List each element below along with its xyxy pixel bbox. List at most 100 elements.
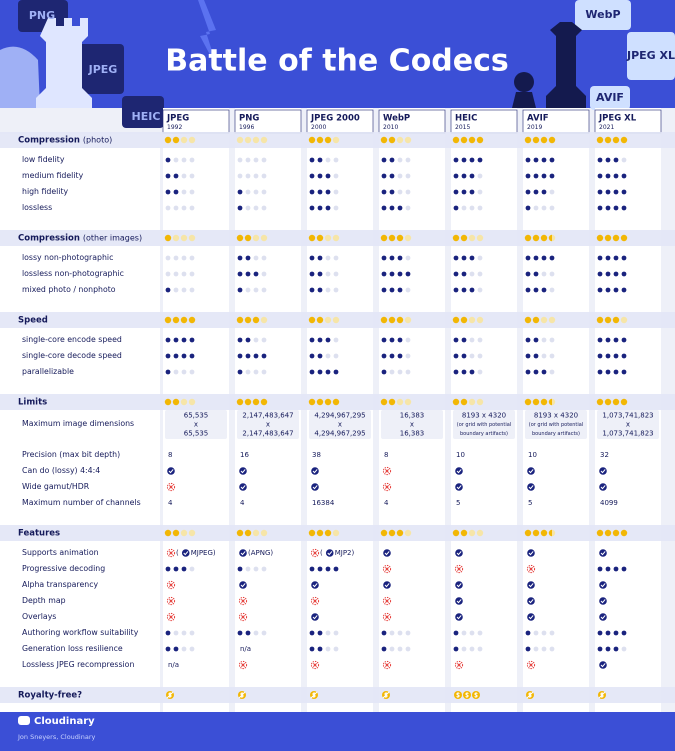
row-label: low fidelity xyxy=(22,155,65,164)
dot xyxy=(469,630,475,636)
dot xyxy=(469,369,475,375)
dot xyxy=(525,271,531,277)
dot xyxy=(388,234,396,242)
dot xyxy=(477,205,483,211)
row-label: single-core encode speed xyxy=(22,335,122,344)
dot xyxy=(324,234,332,242)
dot xyxy=(605,646,611,652)
dot xyxy=(253,173,259,179)
section-title: Limits xyxy=(18,398,47,408)
dot xyxy=(261,189,267,195)
codec-year: 2015 xyxy=(455,124,470,131)
dot xyxy=(613,287,619,293)
check-icon xyxy=(239,549,247,557)
dot xyxy=(324,529,332,537)
cross-icon xyxy=(238,596,248,606)
dot xyxy=(597,271,603,277)
rating xyxy=(596,398,628,406)
rating xyxy=(309,369,339,375)
dot xyxy=(597,173,603,179)
dot xyxy=(540,234,548,242)
rating xyxy=(237,566,267,572)
dot xyxy=(613,646,619,652)
dot xyxy=(397,630,403,636)
dot xyxy=(453,353,459,359)
dot xyxy=(245,271,251,277)
dot xyxy=(325,173,331,179)
rating xyxy=(597,205,627,211)
cell-text: 4099 xyxy=(600,499,618,507)
dot xyxy=(453,189,459,195)
row-label: Progressive decoding xyxy=(22,564,105,573)
cell-box xyxy=(309,410,371,439)
dot xyxy=(525,369,531,375)
dot xyxy=(260,136,268,144)
dot xyxy=(236,398,244,406)
check-circle xyxy=(311,483,319,491)
cell-text: ( xyxy=(320,549,323,557)
title: Battle of the Codecs xyxy=(165,44,509,79)
dot xyxy=(309,287,315,293)
dot xyxy=(597,646,603,652)
dot xyxy=(533,287,539,293)
decor-label: PNG xyxy=(29,9,55,22)
rating xyxy=(453,173,483,179)
check-icon xyxy=(527,581,535,589)
rating xyxy=(165,205,195,211)
dot xyxy=(613,255,619,261)
cell-box xyxy=(165,410,227,439)
dot xyxy=(477,353,483,359)
dot xyxy=(309,369,315,375)
dot xyxy=(173,205,179,211)
dot xyxy=(620,316,628,324)
section-title: Features xyxy=(18,529,60,539)
decor-label: WebP xyxy=(585,8,620,21)
dot xyxy=(453,337,459,343)
dot xyxy=(396,234,404,242)
dot xyxy=(596,529,604,537)
dot xyxy=(477,271,483,277)
dot xyxy=(172,529,180,537)
dot xyxy=(181,630,187,636)
dot xyxy=(405,287,411,293)
check-icon xyxy=(167,467,175,475)
rating xyxy=(380,316,412,324)
dot xyxy=(237,205,243,211)
dot xyxy=(621,353,627,359)
rating xyxy=(525,287,555,293)
dot xyxy=(253,287,259,293)
check-icon xyxy=(599,549,607,557)
rating xyxy=(452,398,484,406)
check-icon xyxy=(311,613,319,621)
dot xyxy=(541,173,547,179)
dot xyxy=(261,337,267,343)
check-circle xyxy=(239,467,247,475)
section-title: Speed xyxy=(18,316,48,326)
check-icon xyxy=(239,483,247,491)
dot xyxy=(165,255,171,261)
dot xyxy=(324,136,332,144)
dot xyxy=(245,255,251,261)
dot xyxy=(333,646,339,652)
dot xyxy=(189,646,195,652)
dot xyxy=(525,353,531,359)
dot xyxy=(333,157,339,163)
rating xyxy=(524,136,556,144)
cross-circle xyxy=(454,660,464,670)
row-label: Precision (max bit depth) xyxy=(22,450,120,459)
cross-circle xyxy=(166,612,176,622)
dot xyxy=(540,316,548,324)
check-circle xyxy=(239,581,247,589)
dot xyxy=(332,136,340,144)
check-icon xyxy=(527,467,535,475)
dot xyxy=(613,353,619,359)
dot xyxy=(381,271,387,277)
dot xyxy=(541,189,547,195)
dot xyxy=(525,630,531,636)
dot xyxy=(397,646,403,652)
dot xyxy=(244,316,252,324)
dot xyxy=(604,234,612,242)
dot xyxy=(540,398,548,406)
dot xyxy=(549,337,555,343)
dot xyxy=(621,287,627,293)
